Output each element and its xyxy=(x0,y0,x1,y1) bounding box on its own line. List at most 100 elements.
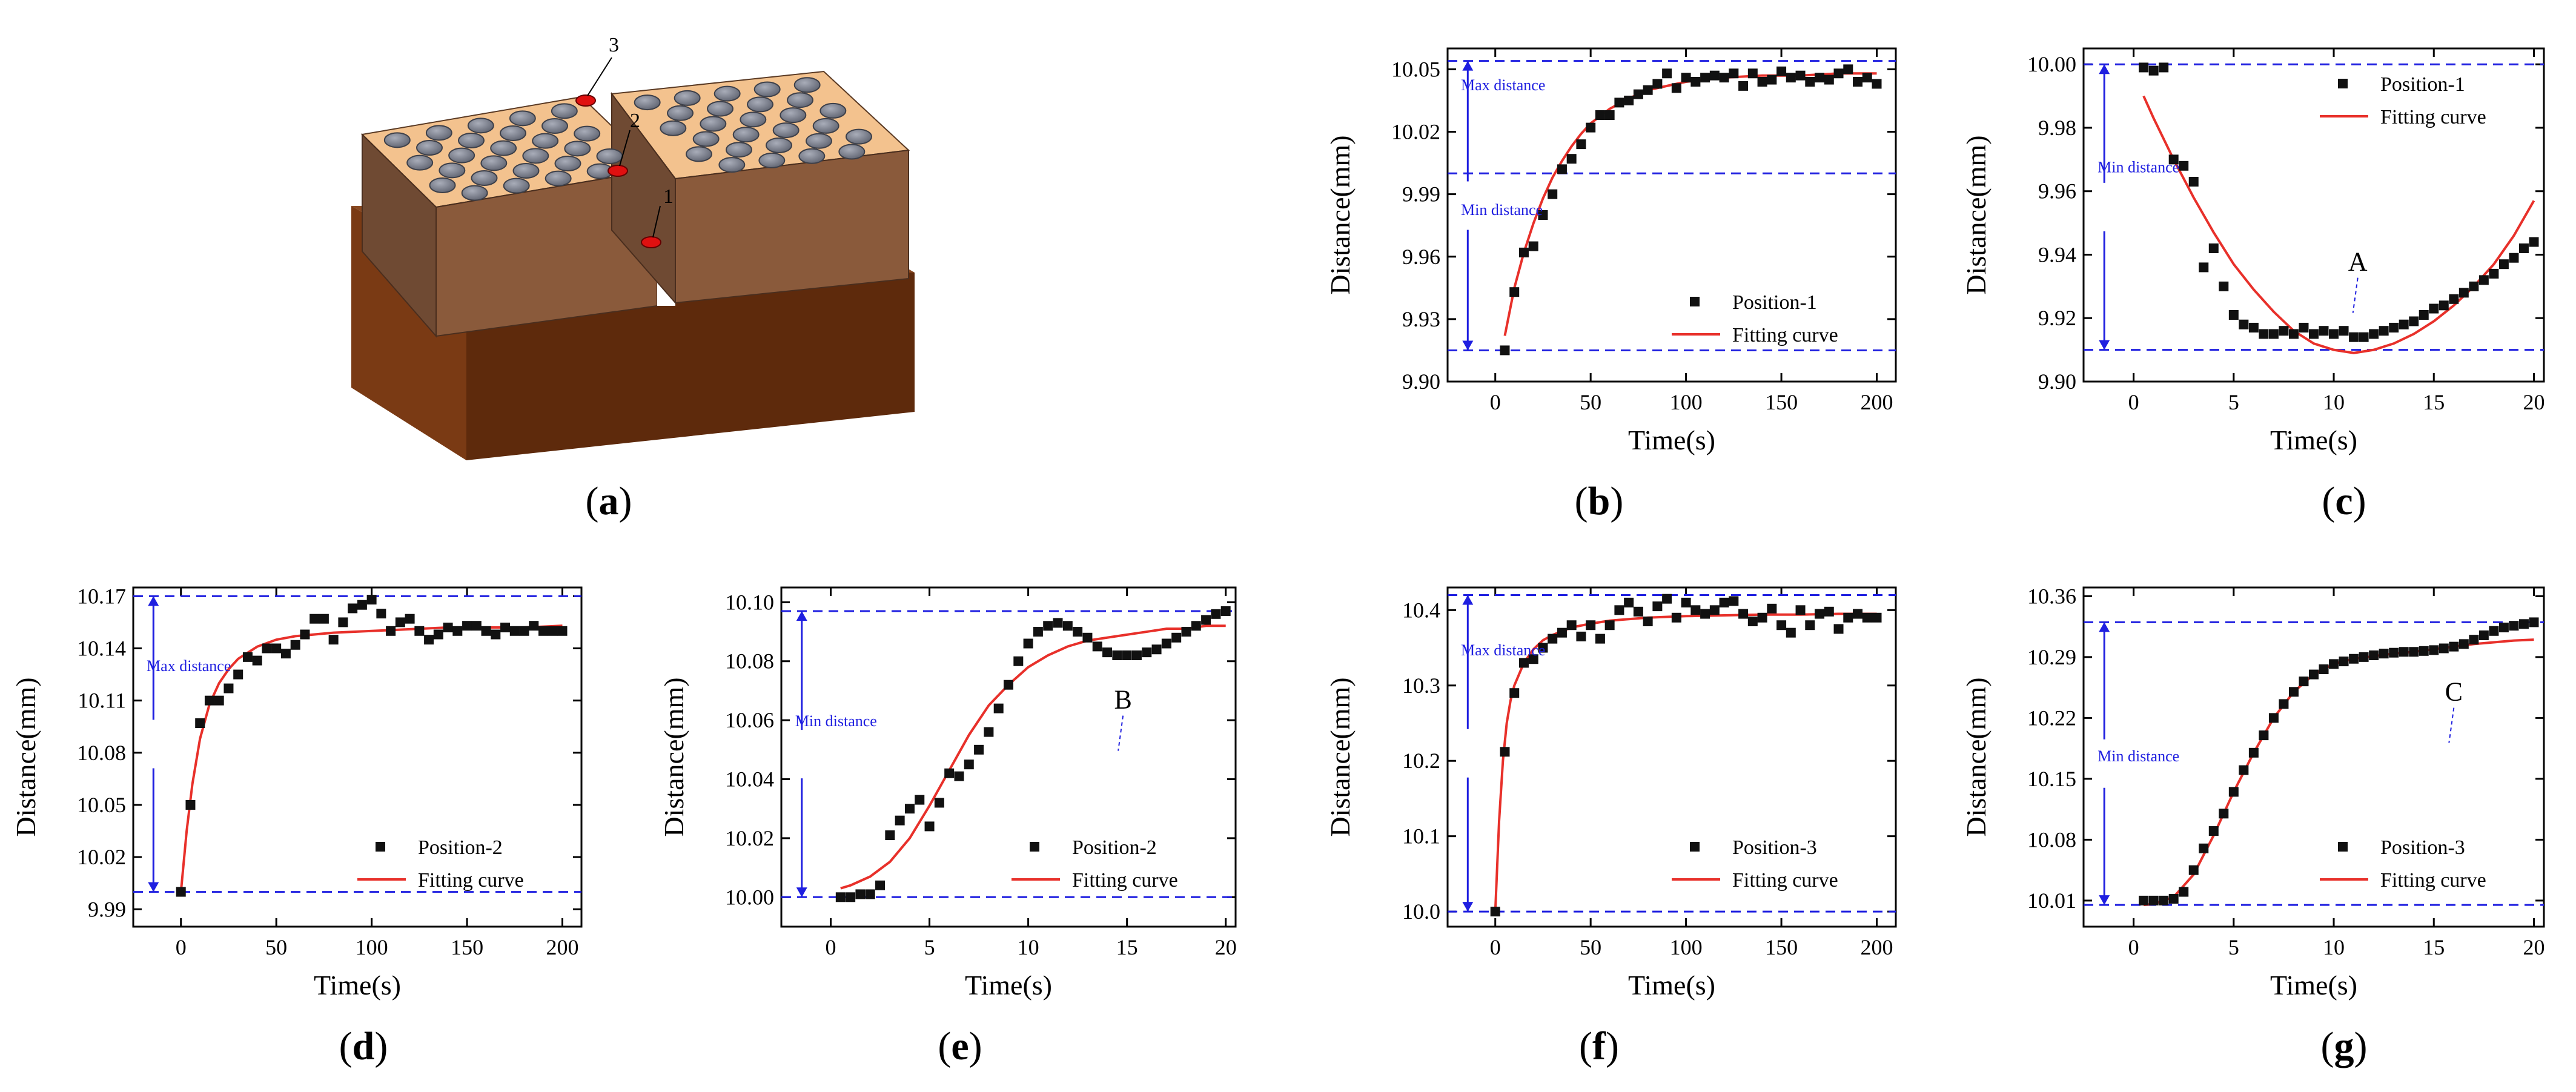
hole-icon xyxy=(458,133,485,148)
x-tick-label: 15 xyxy=(2423,390,2445,414)
data-point xyxy=(2409,647,2419,657)
legend-label-scatter: Position-3 xyxy=(2380,836,2465,859)
distance-annotation: Min distance xyxy=(795,712,877,730)
legend-label-fit: Fitting curve xyxy=(418,869,524,892)
hole-icon xyxy=(726,142,752,158)
data-point xyxy=(1211,609,1221,619)
hole-icon xyxy=(461,185,488,201)
hole-icon xyxy=(686,146,712,162)
y-axis-label: Distance(mm) xyxy=(1961,677,1992,836)
arrow-up-guide-head xyxy=(1462,61,1474,71)
data-point xyxy=(538,626,549,636)
data-point xyxy=(1853,609,1863,619)
hole-icon xyxy=(448,147,475,164)
arrow-down-guide-head xyxy=(148,882,159,892)
data-point xyxy=(1004,680,1013,690)
arrow-down-guide-head xyxy=(2099,340,2110,350)
data-point xyxy=(2268,713,2279,723)
data-point xyxy=(1566,154,1577,164)
data-point xyxy=(2248,747,2259,758)
data-point xyxy=(1833,624,1844,634)
plot-area xyxy=(2084,62,2544,354)
data-point xyxy=(481,626,491,636)
y-tick-label: 9.99 xyxy=(1402,182,1440,207)
data-point xyxy=(338,617,348,627)
data-point xyxy=(2399,647,2409,657)
data-point xyxy=(2319,326,2329,336)
data-point xyxy=(1220,606,1231,616)
data-point xyxy=(519,626,529,636)
legend-label-fit: Fitting curve xyxy=(1072,869,1178,892)
data-point xyxy=(2139,62,2149,73)
hole-icon xyxy=(812,117,839,134)
data-point xyxy=(1604,110,1615,120)
data-point xyxy=(2518,243,2529,253)
panel-label-e: (e) xyxy=(938,1024,982,1068)
y-tick-label: 10.04 xyxy=(725,767,774,792)
data-point xyxy=(1023,638,1033,649)
hole-icon xyxy=(753,81,781,98)
data-point xyxy=(1518,247,1529,257)
data-point xyxy=(1747,617,1758,626)
data-point xyxy=(1538,643,1548,653)
data-point xyxy=(2529,617,2539,627)
panel-label-d: (d) xyxy=(339,1024,388,1068)
data-point xyxy=(2279,326,2289,336)
data-point xyxy=(1643,617,1653,626)
position-label-2: 2 xyxy=(630,110,640,132)
data-point xyxy=(1624,95,1634,105)
data-point xyxy=(2179,887,2189,897)
x-tick-label: 10 xyxy=(2323,935,2345,959)
data-point xyxy=(1738,609,1749,619)
data-point xyxy=(357,600,367,610)
data-point xyxy=(1824,606,1834,617)
data-point xyxy=(1548,634,1558,644)
data-point xyxy=(1112,650,1122,660)
data-point xyxy=(1681,73,1691,83)
data-point xyxy=(875,880,886,890)
data-point xyxy=(904,804,915,814)
x-tick-label: 200 xyxy=(1861,935,1893,959)
data-point xyxy=(2228,310,2239,320)
data-point xyxy=(2469,281,2479,291)
data-point xyxy=(2449,641,2459,652)
hole-icon xyxy=(838,144,866,160)
data-point xyxy=(2498,259,2509,270)
data-point xyxy=(1700,609,1710,619)
data-point xyxy=(1509,688,1520,698)
data-point xyxy=(280,649,291,659)
data-point xyxy=(2188,865,2199,875)
arrow-up-guide-head xyxy=(2099,622,2110,632)
panel-label-c: (c) xyxy=(2322,479,2366,523)
plot-frame xyxy=(1446,586,1897,928)
data-point xyxy=(2139,895,2149,905)
hole-icon xyxy=(383,132,411,148)
data-point xyxy=(1757,77,1767,87)
data-point xyxy=(500,623,511,633)
data-point xyxy=(2349,654,2359,664)
data-point xyxy=(2409,316,2419,326)
distance-annotation: Min distance xyxy=(2098,747,2179,765)
data-point xyxy=(1614,605,1624,615)
data-point xyxy=(1795,605,1806,615)
data-point xyxy=(1662,68,1672,79)
data-point xyxy=(2369,329,2379,339)
fitting-curve xyxy=(179,624,563,892)
x-axis-label: Time(s) xyxy=(2270,970,2357,1001)
data-point xyxy=(2309,329,2319,339)
data-point xyxy=(290,640,300,650)
data-point xyxy=(310,614,320,624)
data-point xyxy=(2159,62,2169,73)
y-tick-label: 10.22 xyxy=(2027,706,2076,730)
data-point xyxy=(2148,65,2159,76)
data-point xyxy=(2239,319,2249,329)
data-point xyxy=(1122,650,1132,660)
data-point xyxy=(2458,639,2469,649)
chart-c: 0 5 10 15 20 9.90 9.92 9.94 9.96 9.98 10.00 Time(s)… xyxy=(1961,47,2545,455)
data-point xyxy=(509,626,520,636)
y-tick-label: 10.00 xyxy=(725,885,774,909)
data-point xyxy=(395,617,405,627)
data-point xyxy=(262,643,272,654)
panel-label-g: (g) xyxy=(2320,1024,2368,1068)
x-axis-label: Time(s) xyxy=(965,970,1052,1001)
